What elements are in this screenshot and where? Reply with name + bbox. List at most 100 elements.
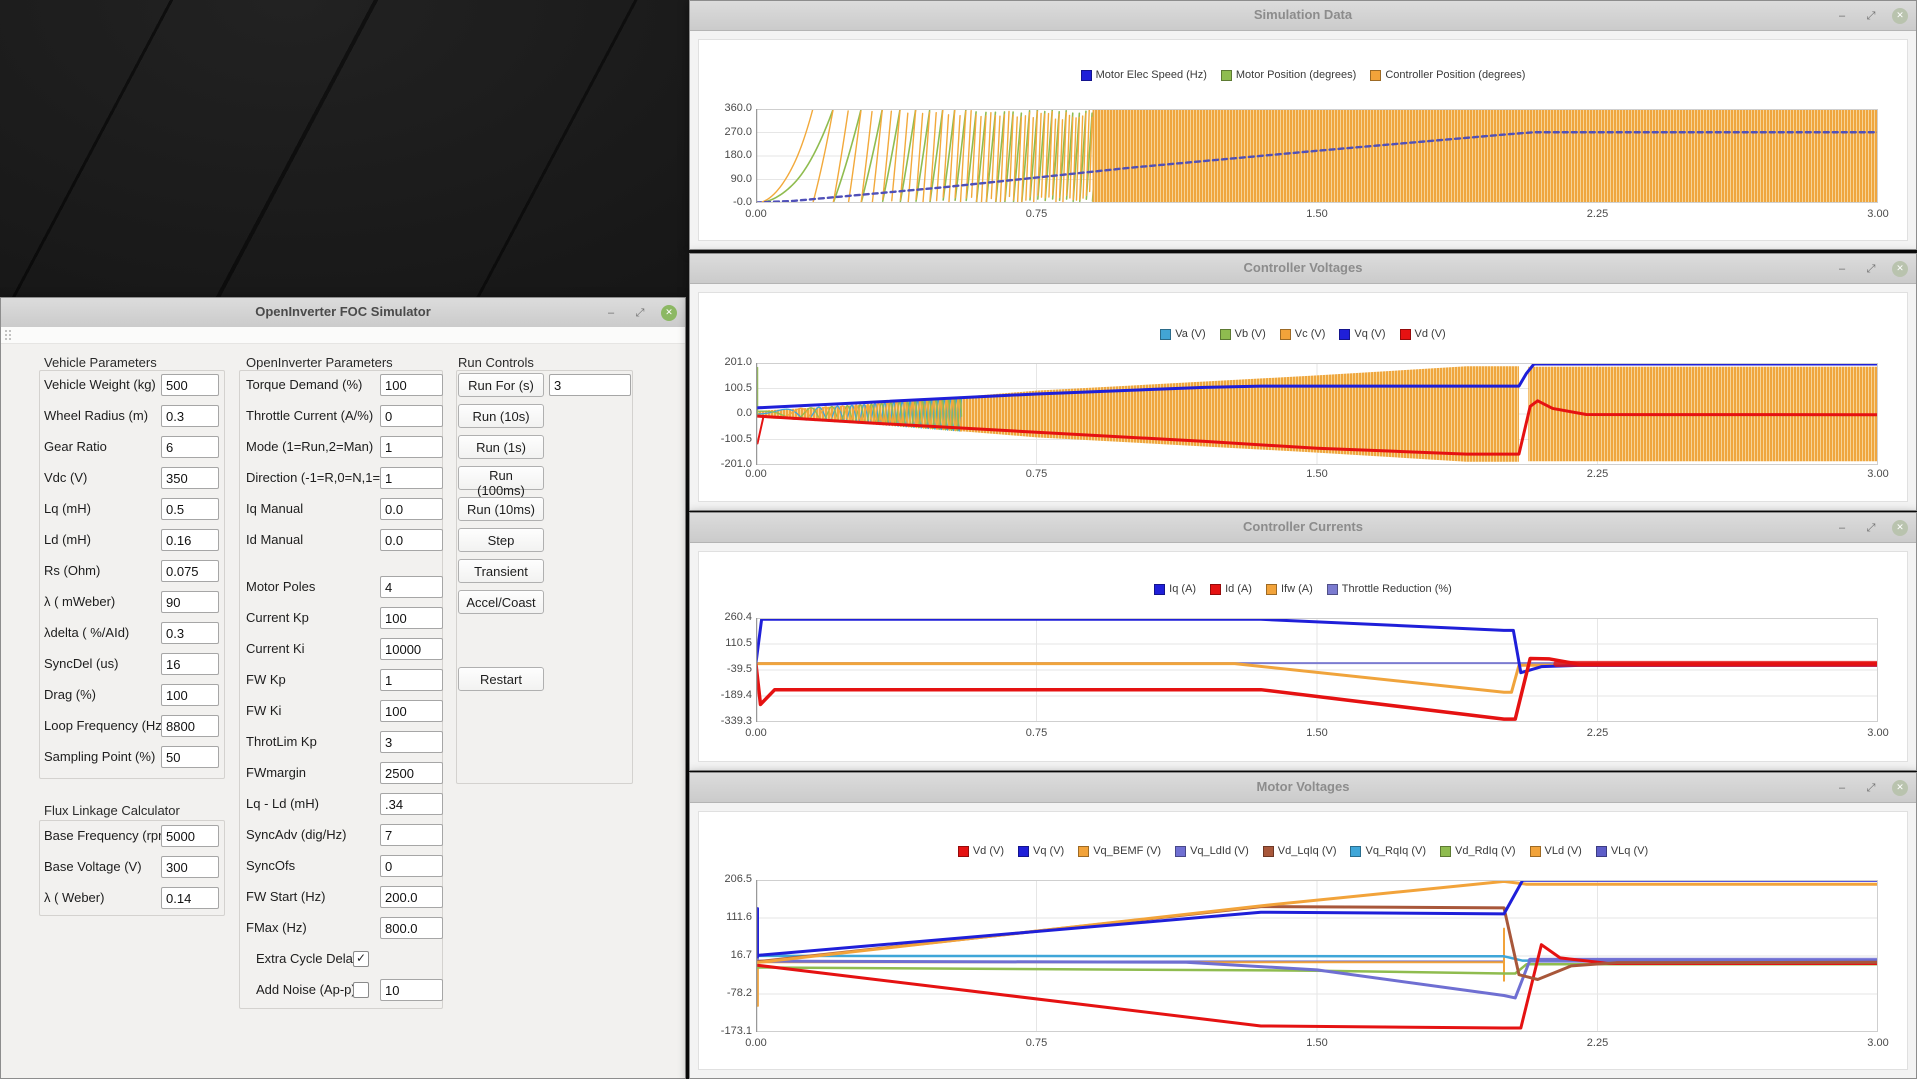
- chart-plot: [756, 618, 1878, 722]
- gear-ratio-input[interactable]: [161, 436, 219, 458]
- field-label: Lq - Ld (mH): [246, 796, 319, 811]
- legend-item-vd-lqiq-v: Vd_LqIq (V): [1262, 845, 1336, 857]
- run-10ms-button[interactable]: Run (10ms): [458, 497, 544, 521]
- delta-aid-input[interactable]: [161, 622, 219, 644]
- vdc-v-input[interactable]: [161, 467, 219, 489]
- field-label: Extra Cycle Delay: [256, 951, 360, 966]
- add-noise-ap-p-input[interactable]: [380, 979, 443, 1001]
- chart-window-motor-voltages: Motor Voltages – ⤢ ✕ Vd (V) Vq (V) Vq_BEMF (V)…: [689, 772, 1917, 1079]
- close-icon[interactable]: ✕: [1892, 779, 1908, 796]
- minimize-icon[interactable]: –: [607, 306, 615, 319]
- sampling-point-input[interactable]: [161, 746, 219, 768]
- add-noise-ap-p-checkbox[interactable]: [353, 982, 369, 998]
- wheel-radius-m-input[interactable]: [161, 405, 219, 427]
- y-axis-tick-label: 100.5: [724, 381, 752, 394]
- chart-window-simulation-data: Simulation Data – ⤢ ✕ Motor Elec Speed (Hz) M…: [689, 0, 1917, 250]
- run-10s-button[interactable]: Run (10s): [458, 404, 544, 428]
- torque-demand-input[interactable]: [380, 374, 443, 396]
- minimize-icon[interactable]: –: [1838, 521, 1846, 534]
- field-label: Drag (%): [44, 687, 97, 702]
- close-icon[interactable]: ✕: [1892, 519, 1908, 536]
- run-controls-groupbox: [456, 370, 633, 784]
- minimize-icon[interactable]: –: [1838, 781, 1846, 794]
- syncdel-us-input[interactable]: [161, 653, 219, 675]
- current-kp-input[interactable]: [380, 607, 443, 629]
- close-icon[interactable]: ✕: [661, 304, 677, 321]
- legend-swatch: [1175, 845, 1187, 857]
- field-label: λdelta ( %/AId): [44, 625, 130, 640]
- x-axis-tick-label: 3.00: [1867, 727, 1889, 739]
- x-axis-tick-label: 1.50: [1306, 1037, 1328, 1049]
- extra-cycle-delay-checkbox[interactable]: ✓: [353, 951, 369, 967]
- chart-window-titlebar[interactable]: Simulation Data – ⤢ ✕: [690, 1, 1916, 31]
- direction-1-r-0-n-1-f-input[interactable]: [380, 467, 443, 489]
- transient-button[interactable]: Transient: [458, 559, 544, 583]
- loop-frequency-hz-input[interactable]: [161, 715, 219, 737]
- syncofs-input[interactable]: [380, 855, 443, 877]
- throttle-current-a-input[interactable]: [380, 405, 443, 427]
- accel-coast-button[interactable]: Accel/Coast: [458, 590, 544, 614]
- base-frequency-rpm-input[interactable]: [161, 825, 219, 847]
- close-icon[interactable]: ✕: [1892, 260, 1908, 277]
- restart-button[interactable]: Restart: [458, 667, 544, 691]
- lq-mh-input[interactable]: [161, 498, 219, 520]
- section-title-run-controls: Run Controls: [458, 355, 534, 370]
- fwmargin-input[interactable]: [380, 762, 443, 784]
- legend-item-vc-v: Vc (V): [1279, 328, 1325, 340]
- run-100ms-button[interactable]: Run (100ms): [458, 466, 544, 498]
- minimize-icon[interactable]: –: [1838, 262, 1846, 275]
- ld-mh-input[interactable]: [161, 529, 219, 551]
- chart-legend: Motor Elec Speed (Hz) Motor Position (deg…: [690, 69, 1916, 81]
- legend-label: Vq (V): [1354, 328, 1386, 340]
- close-icon[interactable]: ✕: [1892, 7, 1908, 24]
- legend-item-vd-rdiq-v: Vd_RdIq (V): [1440, 845, 1516, 857]
- rs-ohm-input[interactable]: [161, 560, 219, 582]
- fw-ki-input[interactable]: [380, 700, 443, 722]
- legend-item-id-a: Id (A): [1210, 583, 1252, 595]
- chart-window-titlebar[interactable]: Motor Voltages – ⤢ ✕: [690, 773, 1916, 803]
- fmax-hz-input[interactable]: [380, 917, 443, 939]
- legend-item-vld-v: VLd (V): [1529, 845, 1582, 857]
- restore-icon[interactable]: ⤢: [635, 306, 645, 319]
- field-label: Torque Demand (%): [246, 377, 363, 392]
- legend-label: VLd (V): [1544, 845, 1582, 857]
- legend-label: Vb (V): [1234, 328, 1266, 340]
- restore-icon[interactable]: ⤢: [1866, 521, 1876, 534]
- chart-legend: Iq (A) Id (A) Ifw (A) Throttle Reduction (%…: [690, 583, 1916, 595]
- x-axis-tick-label: 0.00: [745, 208, 767, 220]
- base-voltage-v-input[interactable]: [161, 856, 219, 878]
- y-axis-tick-label: -173.1: [720, 1025, 752, 1037]
- chart-plot: [756, 109, 1878, 203]
- restore-icon[interactable]: ⤢: [1866, 9, 1876, 22]
- mweber-input[interactable]: [161, 591, 219, 613]
- id-manual-input[interactable]: [380, 529, 443, 551]
- y-axis-tick-label: -0.0: [733, 196, 752, 208]
- restore-icon[interactable]: ⤢: [1866, 262, 1876, 275]
- fw-start-hz-input[interactable]: [380, 886, 443, 908]
- field-label: Wheel Radius (m): [44, 408, 149, 423]
- minimize-icon[interactable]: –: [1838, 9, 1846, 22]
- window-buttons: – ⤢ ✕: [1834, 513, 1908, 542]
- toolbar-grip-icon[interactable]: [4, 329, 12, 341]
- run-for-button[interactable]: Run For (s): [458, 373, 544, 397]
- syncadv-dig-hz-input[interactable]: [380, 824, 443, 846]
- vehicle-weight-kg-input[interactable]: [161, 374, 219, 396]
- weber-input[interactable]: [161, 887, 219, 909]
- lq-ld-mh-input[interactable]: [380, 793, 443, 815]
- fw-kp-input[interactable]: [380, 669, 443, 691]
- drag-input[interactable]: [161, 684, 219, 706]
- step-button[interactable]: Step: [458, 528, 544, 552]
- run-for-seconds-input[interactable]: [549, 374, 631, 396]
- throtlim-kp-input[interactable]: [380, 731, 443, 753]
- simulator-titlebar[interactable]: OpenInverter FOC Simulator – ⤢ ✕: [1, 298, 685, 328]
- y-axis-tick-label: 180.0: [724, 149, 752, 161]
- motor-poles-input[interactable]: [380, 576, 443, 598]
- chart-window-titlebar[interactable]: Controller Voltages – ⤢ ✕: [690, 254, 1916, 284]
- run-1s-button[interactable]: Run (1s): [458, 435, 544, 459]
- chart-window-titlebar[interactable]: Controller Currents – ⤢ ✕: [690, 513, 1916, 543]
- section-title-openinverter-parameters: OpenInverter Parameters: [246, 355, 393, 370]
- mode-1-run-2-man-input[interactable]: [380, 436, 443, 458]
- restore-icon[interactable]: ⤢: [1866, 781, 1876, 794]
- iq-manual-input[interactable]: [380, 498, 443, 520]
- current-ki-input[interactable]: [380, 638, 443, 660]
